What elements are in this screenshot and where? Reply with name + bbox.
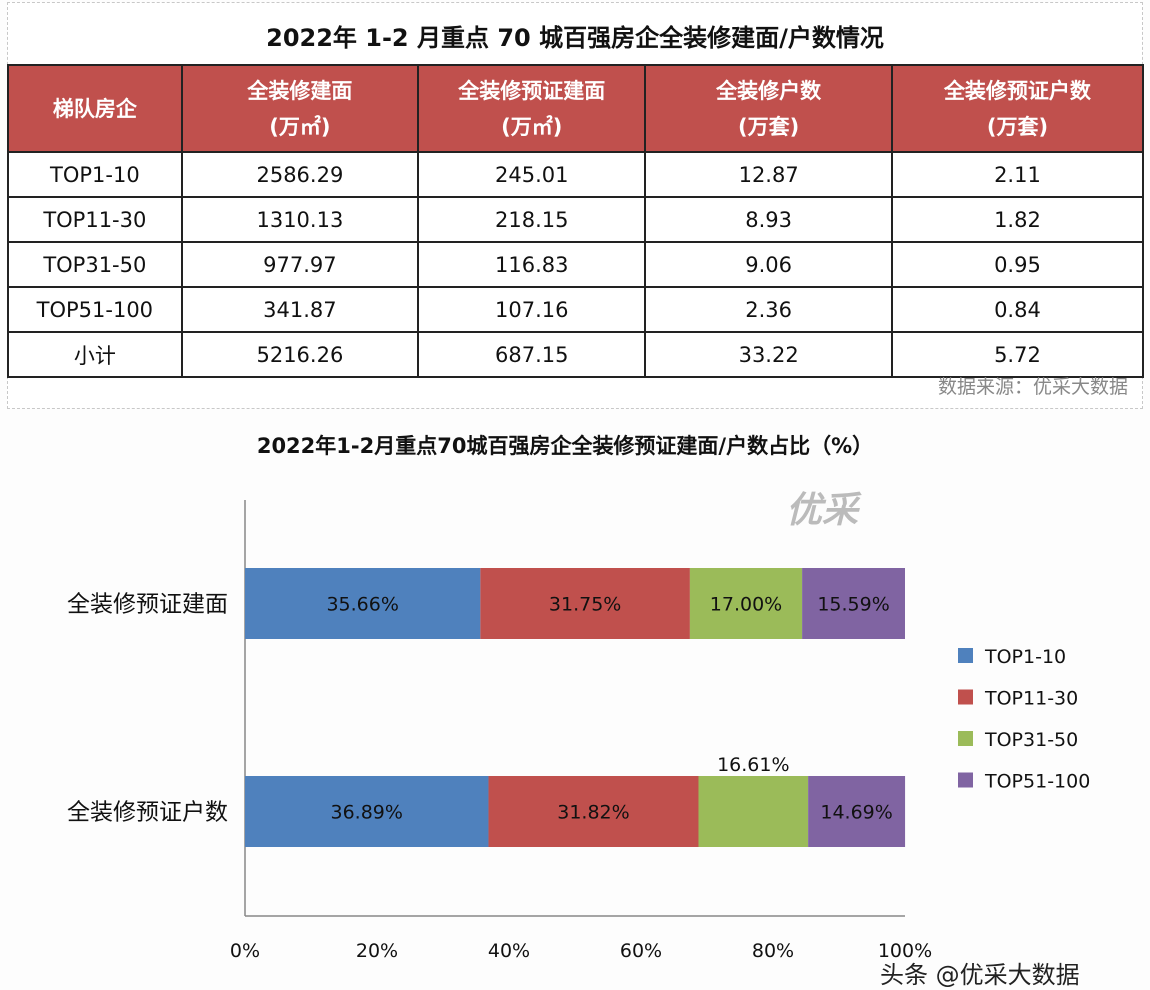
data-label: 31.75% bbox=[549, 594, 621, 616]
data-label: 31.82% bbox=[557, 802, 629, 824]
table-cell: 1310.13 bbox=[180, 196, 420, 243]
data-label: 36.89% bbox=[331, 802, 403, 824]
table-title: 2022年 1-2 月重点 70 城百强房企全装修建面/户数情况 bbox=[266, 24, 884, 52]
table-row: TOP51-100 341.87 107.16 2.36 0.84 bbox=[7, 286, 1145, 333]
table-cell: 2586.29 bbox=[180, 151, 420, 198]
table-cell: TOP31-50 bbox=[7, 241, 183, 288]
column-header: 全装修户数 (万套) bbox=[644, 64, 893, 153]
table-row: TOP11-30 1310.13 218.15 8.93 1.82 bbox=[7, 196, 1145, 243]
data-label: 16.61% bbox=[717, 754, 789, 776]
bar-segment bbox=[245, 568, 481, 639]
bar-segment bbox=[689, 568, 803, 639]
legend-swatch bbox=[958, 648, 973, 663]
table-cell: TOP1-10 bbox=[7, 151, 183, 198]
bar-segment bbox=[698, 776, 809, 847]
legend-label: TOP1-10 bbox=[984, 646, 1066, 668]
table-cell: 0.84 bbox=[890, 286, 1145, 333]
header-label: 全装修预证户数 bbox=[943, 78, 1091, 103]
header-label: 梯队房企 bbox=[52, 96, 137, 121]
data-label: 17.00% bbox=[710, 594, 782, 616]
data-table: 梯队房企 全装修建面 (万㎡) 全装修预证建面 (万㎡) 全装修户数 (万套) 全装修预证户数… bbox=[7, 64, 1145, 378]
chart-title: 2022年1-2月重点70城百强房企全装修预证建面/户数占比（%） bbox=[256, 434, 874, 458]
x-tick-label: 40% bbox=[488, 940, 530, 962]
table-row: 小计 5216.26 687.15 33.22 5.72 bbox=[7, 331, 1145, 378]
table-cell: 5.72 bbox=[890, 331, 1145, 378]
data-label: 15.59% bbox=[817, 594, 889, 616]
credit-watermark: 头条 @优采大数据 bbox=[880, 961, 1080, 989]
table-cell: 341.87 bbox=[180, 286, 420, 333]
bar-segment bbox=[245, 776, 489, 847]
x-tick-label: 80% bbox=[752, 940, 794, 962]
header-label: 全装修户数 bbox=[716, 78, 822, 103]
table-cell: 0.95 bbox=[890, 241, 1145, 288]
table-cell: 12.87 bbox=[644, 151, 893, 198]
bar-segment bbox=[480, 568, 690, 639]
watermark-logo: 优采 bbox=[786, 490, 862, 531]
x-tick-label: 20% bbox=[356, 940, 398, 962]
header-row: 梯队房企 全装修建面 (万㎡) 全装修预证建面 (万㎡) 全装修户数 (万套) 全装修预证户数… bbox=[7, 64, 1145, 153]
table-cell: TOP11-30 bbox=[7, 196, 183, 243]
data-label: 14.69% bbox=[820, 802, 892, 824]
table-body: TOP1-10 2586.29 245.01 12.87 2.11 TOP11-30 131… bbox=[7, 151, 1145, 378]
column-header: 全装修预证户数 (万套) bbox=[890, 64, 1145, 153]
legend-swatch bbox=[958, 772, 973, 788]
table-cell: 小计 bbox=[7, 331, 183, 378]
table-cell: 977.97 bbox=[180, 241, 420, 288]
legend-swatch bbox=[958, 731, 973, 746]
x-tick-label: 60% bbox=[620, 940, 662, 962]
table-cell: 2.36 bbox=[644, 286, 893, 333]
header-unit: (万㎡) bbox=[501, 114, 563, 139]
x-tick-label: 100% bbox=[878, 940, 932, 962]
header-unit: (万套) bbox=[738, 114, 800, 139]
header-unit: (万㎡) bbox=[269, 114, 331, 139]
table-cell: 1.82 bbox=[890, 196, 1145, 243]
table-cell: TOP51-100 bbox=[7, 286, 183, 333]
legend-label: TOP11-30 bbox=[984, 688, 1078, 710]
table-cell: 5216.26 bbox=[180, 331, 420, 378]
header-label: 全装修建面 bbox=[247, 78, 353, 103]
header-label: 全装修预证建面 bbox=[458, 78, 606, 103]
table-row: TOP1-10 2586.29 245.01 12.87 2.11 bbox=[7, 151, 1145, 198]
column-header: 全装修建面 (万㎡) bbox=[180, 64, 420, 153]
legend-swatch bbox=[958, 689, 973, 705]
header-unit: (万套) bbox=[986, 114, 1049, 139]
table-cell: 2.11 bbox=[890, 151, 1145, 198]
bar-segment bbox=[802, 568, 905, 639]
legend-label: TOP51-100 bbox=[984, 771, 1090, 793]
table-cell: 9.06 bbox=[644, 241, 893, 288]
legend-label: TOP31-50 bbox=[984, 729, 1078, 751]
table-cell: 116.83 bbox=[417, 241, 647, 288]
table-row: TOP31-50 977.97 116.83 9.06 0.95 bbox=[7, 241, 1145, 288]
table-cell: 8.93 bbox=[644, 196, 893, 243]
bar-segment bbox=[488, 776, 699, 847]
category-label: 全装修预证建面 bbox=[67, 592, 228, 618]
source-note: 数据来源：优采大数据 bbox=[937, 376, 1128, 398]
table-cell: 687.15 bbox=[417, 331, 647, 378]
column-header: 全装修预证建面 (万㎡) bbox=[417, 64, 647, 153]
data-label: 35.66% bbox=[326, 594, 398, 616]
category-label: 全装修预证户数 bbox=[67, 800, 228, 826]
bar-segment bbox=[808, 776, 906, 847]
column-header: 梯队房企 bbox=[7, 64, 183, 153]
table-cell: 107.16 bbox=[417, 286, 647, 333]
x-tick-label: 0% bbox=[230, 940, 260, 962]
table-cell: 218.15 bbox=[417, 196, 647, 243]
table-cell: 245.01 bbox=[417, 151, 647, 198]
table-cell: 33.22 bbox=[644, 331, 893, 378]
